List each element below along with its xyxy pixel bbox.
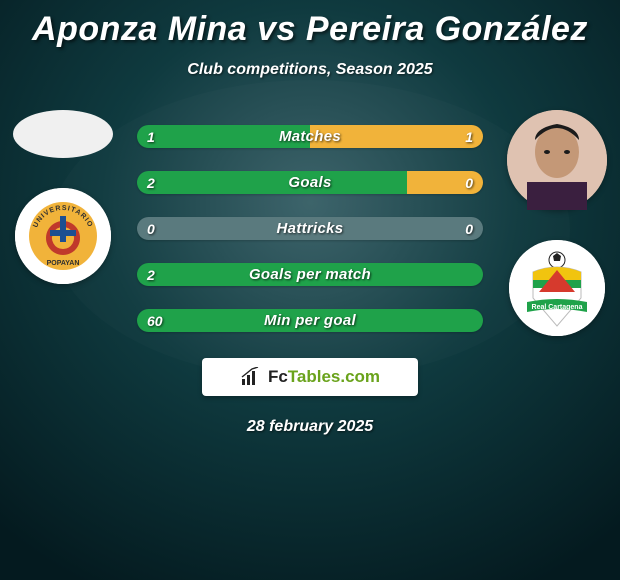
- player1-avatar: [13, 110, 113, 158]
- stat-row: 20Goals: [137, 171, 483, 194]
- player2-column: Real Cartagena: [502, 110, 612, 336]
- player1-club-logo: UNIVERSITARIO POPAYAN: [15, 188, 111, 284]
- fctables-badge[interactable]: FcTables.com: [202, 358, 418, 396]
- player1-column: UNIVERSITARIO POPAYAN: [8, 110, 118, 284]
- player2-club-logo: Real Cartagena: [509, 240, 605, 336]
- stat-row: 11Matches: [137, 125, 483, 148]
- stat-label: Goals per match: [137, 263, 483, 286]
- stat-row: 60Min per goal: [137, 309, 483, 332]
- player2-avatar: [507, 110, 607, 210]
- stat-label: Matches: [137, 125, 483, 148]
- stat-row: 00Hattricks: [137, 217, 483, 240]
- chart-icon: [240, 367, 262, 387]
- stat-label: Hattricks: [137, 217, 483, 240]
- stat-row: 2Goals per match: [137, 263, 483, 286]
- page-subtitle: Club competitions, Season 2025: [187, 61, 432, 79]
- badge-text: FcTables.com: [268, 367, 380, 387]
- stat-label: Min per goal: [137, 309, 483, 332]
- stats-bars: 11Matches 20Goals 00Hattricks 2Goals per ma…: [137, 125, 483, 332]
- date-text: 28 february 2025: [247, 418, 373, 436]
- stat-label: Goals: [137, 171, 483, 194]
- svg-text:Real Cartagena: Real Cartagena: [532, 304, 583, 311]
- svg-text:POPAYAN: POPAYAN: [47, 260, 80, 267]
- page-title: Aponza Mina vs Pereira González: [32, 10, 588, 49]
